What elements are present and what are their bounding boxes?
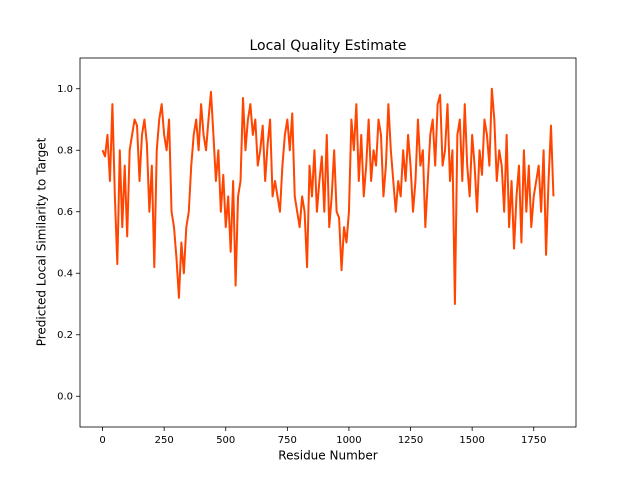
y-axis-label: Predicted Local Similarity to Target (35, 137, 49, 346)
x-tick-label: 1750 (521, 435, 546, 446)
y-tick-label: 0.4 (57, 268, 73, 279)
x-tick-label: 500 (216, 435, 235, 446)
y-tick-label: 1.0 (57, 84, 73, 95)
y-tick-label: 0.0 (57, 391, 73, 402)
x-axis-label: Residue Number (278, 449, 377, 463)
y-tick-label: 0.8 (57, 145, 73, 156)
chart-title: Local Quality Estimate (249, 38, 406, 54)
x-tick-label: 750 (278, 435, 297, 446)
x-tick-label: 1500 (459, 435, 484, 446)
data-line (101, 87, 555, 305)
x-tick-label: 250 (155, 435, 174, 446)
x-tick-label: 1250 (398, 435, 423, 446)
y-tick-label: 0.2 (57, 330, 73, 341)
y-tick-label: 0.6 (57, 207, 73, 218)
plot-frame (79, 57, 577, 428)
x-tick-label: 1000 (336, 435, 361, 446)
x-tick-label: 0 (99, 435, 105, 446)
